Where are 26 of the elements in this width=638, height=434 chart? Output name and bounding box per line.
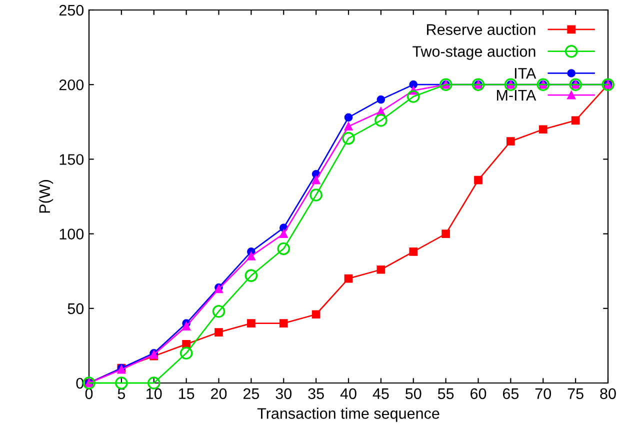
x-tick-label: 20	[211, 388, 227, 400]
y-axis-title: P(W)	[38, 180, 54, 213]
legend-label: ITA	[514, 68, 536, 79]
x-tick-label: 40	[340, 388, 356, 400]
x-tick-label: 65	[502, 388, 519, 400]
y-tick-label: 200	[59, 79, 84, 90]
y-tick-label: 250	[59, 4, 84, 16]
x-tick-label: 45	[372, 388, 389, 400]
y-tick-label: 50	[68, 303, 84, 314]
x-tick-label: 25	[243, 388, 260, 400]
x-tick-label: 30	[276, 388, 292, 400]
x-tick-label: 60	[470, 388, 486, 400]
x-tick-label: 55	[438, 388, 454, 400]
y-tick-label: 150	[60, 154, 84, 165]
x-tick-label: 35	[308, 388, 324, 400]
y-tick-label: 100	[60, 228, 84, 240]
x-tick-label: 50	[405, 388, 422, 400]
x-tick-label: 10	[146, 388, 162, 400]
x-tick-label: 15	[178, 388, 194, 400]
legend-label: Two-stage auction	[412, 46, 536, 60]
legend-label: M-ITA	[496, 90, 536, 100]
legend-label: Reserve auction	[427, 24, 536, 35]
x-axis-title: Transaction time sequence	[257, 408, 440, 422]
x-tick-label: 75	[568, 388, 584, 400]
x-tick-label: 70	[535, 388, 552, 400]
x-tick-label: 80	[600, 388, 616, 400]
